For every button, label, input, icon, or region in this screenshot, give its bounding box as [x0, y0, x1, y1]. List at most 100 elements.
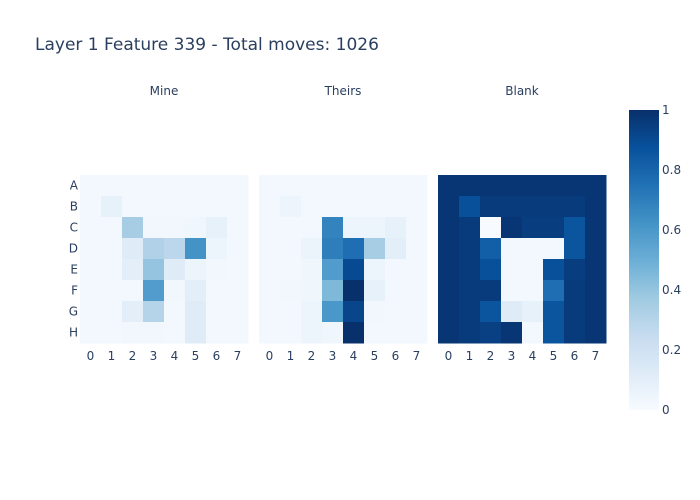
heatmap-cell: [185, 196, 207, 218]
heatmap-cell: [459, 301, 481, 323]
heatmap-cell: [122, 259, 144, 281]
x-tick-label: 0: [445, 349, 453, 363]
heatmap-cell: [101, 301, 123, 323]
heatmap-cell: [364, 301, 386, 323]
x-tick-label: 6: [213, 349, 221, 363]
heatmap-cell: [280, 301, 302, 323]
heatmap-cell: [585, 238, 607, 260]
x-tick-label: 7: [234, 349, 242, 363]
x-tick-label: 2: [487, 349, 495, 363]
colorbar-tick-label: 0.2: [662, 343, 681, 357]
heatmap-cell: [322, 217, 344, 239]
heatmap-cell: [543, 322, 565, 344]
heatmap-cell: [280, 238, 302, 260]
heatmap-cell: [122, 301, 144, 323]
heatmap-cell: [185, 301, 207, 323]
heatmap-cell: [143, 238, 165, 260]
heatmap-cell: [164, 196, 186, 218]
colorbar-tick-label: 0.4: [662, 283, 681, 297]
heatmap-cell: [522, 196, 544, 218]
heatmap-cell: [364, 217, 386, 239]
x-tick-label: 5: [550, 349, 558, 363]
heatmap-cell: [227, 238, 249, 260]
heatmap-cell: [122, 238, 144, 260]
x-tick-label: 7: [413, 349, 421, 363]
colorbar-gradient: [629, 110, 659, 410]
heatmap-cell: [364, 175, 386, 197]
heatmap-cell: [459, 217, 481, 239]
heatmap-cell: [143, 175, 165, 197]
y-tick-label: A: [70, 179, 79, 193]
heatmap-cell: [501, 280, 523, 302]
heatmap-cell: [343, 217, 365, 239]
heatmap-cell: [259, 259, 281, 281]
heatmap-cell: [522, 217, 544, 239]
y-tick-label: B: [70, 200, 78, 214]
heatmap-cell: [585, 280, 607, 302]
heatmap-cell: [543, 280, 565, 302]
heatmap-cell: [343, 175, 365, 197]
heatmap-cell: [227, 217, 249, 239]
heatmap-cell: [480, 301, 502, 323]
heatmap-cell: [364, 280, 386, 302]
heatmap-cell: [459, 259, 481, 281]
heatmap-cell: [322, 301, 344, 323]
x-tick-label: 4: [529, 349, 537, 363]
colorbar-tick-label: 0: [662, 403, 670, 417]
y-tick-label: E: [70, 263, 78, 277]
heatmap-cell: [259, 217, 281, 239]
panel-title: Blank: [505, 84, 539, 98]
heatmap-cell: [322, 175, 344, 197]
heatmap-cell: [406, 238, 428, 260]
heatmap-cell: [385, 280, 407, 302]
panel-title: Mine: [150, 84, 179, 98]
x-tick-label: 7: [592, 349, 600, 363]
heatmap-cell: [480, 322, 502, 344]
heatmap-cell: [301, 301, 323, 323]
heatmap-cell: [185, 175, 207, 197]
heatmap-cell: [564, 175, 586, 197]
colorbar-tick-label: 1: [662, 103, 670, 117]
heatmap-cell: [227, 322, 249, 344]
x-tick-label: 2: [129, 349, 137, 363]
heatmap-cell: [522, 238, 544, 260]
heatmap-cell: [301, 259, 323, 281]
heatmap-cell: [322, 322, 344, 344]
x-tick-label: 0: [87, 349, 95, 363]
colorbar-tick-label: 0.6: [662, 223, 681, 237]
panel-title: Theirs: [324, 84, 362, 98]
heatmap-cell: [80, 217, 102, 239]
heatmap-cell: [543, 196, 565, 218]
heatmap-cell: [564, 259, 586, 281]
heatmap-cell: [259, 196, 281, 218]
y-tick-label: G: [69, 305, 78, 319]
heatmap-cell: [501, 259, 523, 281]
heatmap-cell: [227, 259, 249, 281]
x-tick-label: 5: [192, 349, 200, 363]
heatmap-cell: [322, 280, 344, 302]
heatmap-cell: [522, 322, 544, 344]
heatmap-cell: [480, 238, 502, 260]
heatmap-cell: [259, 322, 281, 344]
heatmap-cell: [343, 301, 365, 323]
heatmap-cell: [122, 280, 144, 302]
heatmap-cell: [438, 259, 460, 281]
heatmap-cell: [385, 238, 407, 260]
heatmap-cell: [522, 280, 544, 302]
heatmap-cell: [301, 196, 323, 218]
heatmap-cell: [438, 196, 460, 218]
heatmap-cell: [501, 238, 523, 260]
x-tick-label: 6: [392, 349, 400, 363]
heatmap-cell: [564, 196, 586, 218]
heatmap-cell: [164, 238, 186, 260]
heatmap-cell: [438, 322, 460, 344]
heatmap-cell: [80, 196, 102, 218]
heatmap-cell: [406, 196, 428, 218]
heatmap-cell: [259, 175, 281, 197]
heatmap-cell: [227, 175, 249, 197]
heatmap-cell: [164, 259, 186, 281]
x-tick-label: 3: [508, 349, 516, 363]
heatmap-cell: [227, 301, 249, 323]
heatmap-cell: [343, 280, 365, 302]
